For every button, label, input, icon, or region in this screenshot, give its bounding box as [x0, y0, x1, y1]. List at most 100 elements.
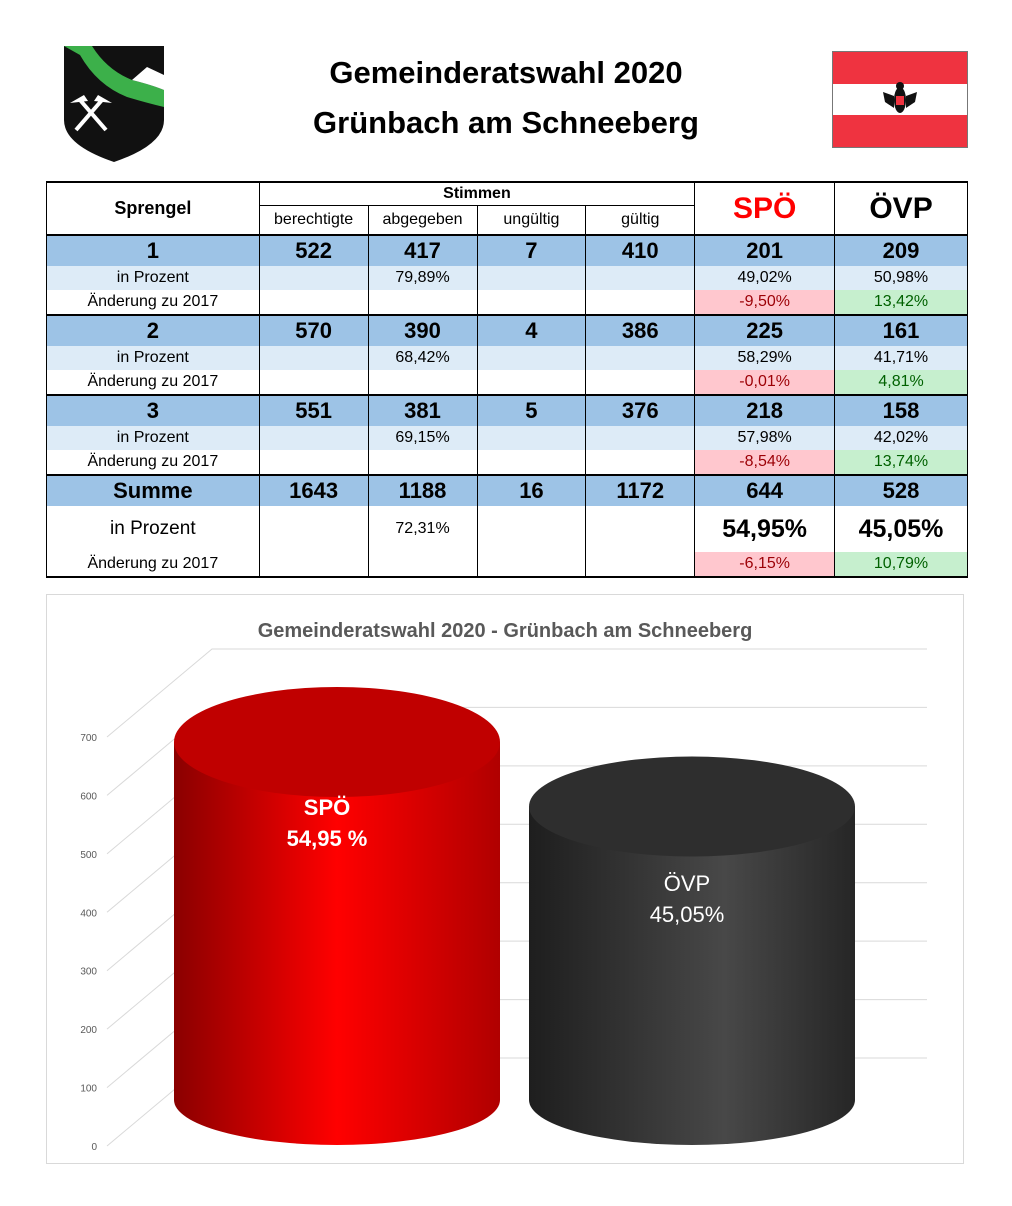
y-tick-label: 700 [80, 733, 97, 744]
table-row-main: 1 522 417 7 410 201 209 [46, 234, 968, 266]
page-title-line1: Gemeinderatswahl 2020 [329, 55, 683, 90]
results-table: Sprengel Stimmen SPÖ ÖVP berechtigte abg… [46, 181, 968, 578]
sprengel-name: 1 [46, 234, 260, 266]
table-row-percent: in Prozent 72,31% 54,95% 45,05% [46, 506, 968, 552]
sprengel-name: 2 [46, 314, 260, 346]
cell-chg-ovp: 10,79% [834, 552, 968, 577]
y-tick-label: 0 [91, 1142, 97, 1153]
cell-pct-spo: 57,98% [694, 426, 836, 450]
cell-gueltig: 410 [585, 234, 696, 266]
cell-spo: 225 [694, 314, 836, 346]
bar-top-spo [174, 687, 500, 797]
coat-of-arms-logo [64, 46, 164, 162]
y-tick-label: 300 [80, 967, 97, 978]
table-row-percent: in Prozent 69,15% 57,98% 42,02% [46, 426, 968, 450]
austrian-flag-icon [832, 51, 968, 148]
cell-pct-ovp: 45,05% [834, 506, 968, 552]
cell-pct-spo: 58,29% [694, 346, 836, 370]
bar-top-ovp [529, 756, 855, 857]
cell-ovp: 209 [834, 234, 968, 266]
cell-gueltig: 376 [585, 394, 696, 426]
cell-ovp: 158 [834, 394, 968, 426]
header-ungueltig: ungültig [476, 205, 587, 235]
sprengel-name: 3 [46, 394, 260, 426]
label-aenderung: Änderung zu 2017 [46, 450, 260, 475]
cell-chg-spo: -0,01% [694, 370, 836, 395]
cell-abgegeben: 390 [367, 314, 478, 346]
table-row-main: 3 551 381 5 376 218 158 [46, 394, 968, 426]
cell-pct-ovp: 42,02% [834, 426, 968, 450]
cell-pct-spo: 49,02% [694, 266, 836, 290]
cell-abgegeben: 1188 [367, 474, 478, 506]
y-tick-label: 200 [80, 1025, 97, 1036]
label-prozent: in Prozent [46, 506, 260, 552]
cell-berechtigte: 570 [258, 314, 369, 346]
cell-gueltig: 386 [585, 314, 696, 346]
page-title-line2: Grünbach am Schneeberg [313, 105, 699, 140]
cell-spo: 644 [694, 474, 836, 506]
cell-abgegeben: 417 [367, 234, 478, 266]
table-row-change: Änderung zu 2017 -9,50% 13,42% [46, 290, 968, 315]
table-row-main: Summe 1643 1188 16 1172 644 528 [46, 474, 968, 506]
y-tick-label: 100 [80, 1084, 97, 1095]
chart-title: Gemeinderatswahl 2020 - Grünbach am Schn… [258, 620, 753, 642]
label-aenderung: Änderung zu 2017 [46, 290, 260, 315]
cell-berechtigte: 1643 [258, 474, 369, 506]
table-row-percent: in Prozent 79,89% 49,02% 50,98% [46, 266, 968, 290]
y-tick-label: 500 [80, 850, 97, 861]
label-aenderung: Änderung zu 2017 [46, 370, 260, 395]
header-stimmen: Stimmen [258, 182, 696, 206]
cell-chg-ovp: 13,74% [834, 450, 968, 475]
cell-ungueltig: 7 [476, 234, 587, 266]
cell-pct-ovp: 50,98% [834, 266, 968, 290]
cell-spo: 218 [694, 394, 836, 426]
cell-chg-spo: -6,15% [694, 552, 836, 577]
cell-berechtigte: 551 [258, 394, 369, 426]
data-label: 45,05% [650, 902, 725, 927]
cell-ungueltig: 5 [476, 394, 587, 426]
cell-ungueltig: 4 [476, 314, 587, 346]
cell-pct-ovp: 41,71% [834, 346, 968, 370]
cell-pct-spo: 54,95% [694, 506, 836, 552]
cell-chg-spo: -9,50% [694, 290, 836, 315]
label-prozent: in Prozent [46, 346, 260, 370]
label-aenderung: Änderung zu 2017 [46, 552, 260, 577]
gridline [106, 648, 927, 738]
header-gueltig: gültig [585, 205, 696, 235]
y-tick-label: 400 [80, 908, 97, 919]
data-label: ÖVP [664, 871, 710, 896]
bar-ovp [529, 806, 855, 1145]
header-ovp: ÖVP [834, 182, 968, 235]
header-sprengel: Sprengel [46, 182, 260, 235]
cell-pct-abgegeben: 69,15% [367, 426, 478, 450]
cell-pct-abgegeben: 79,89% [367, 266, 478, 290]
results-chart: Gemeinderatswahl 2020 - Grünbach am Schn… [46, 594, 964, 1164]
table-row-change: Änderung zu 2017 -0,01% 4,81% [46, 370, 968, 395]
cell-pct-abgegeben: 68,42% [367, 346, 478, 370]
label-prozent: in Prozent [46, 266, 260, 290]
header-abgegeben: abgegeben [367, 205, 478, 235]
cell-ungueltig: 16 [476, 474, 587, 506]
table-row-main: 2 570 390 4 386 225 161 [46, 314, 968, 346]
cell-berechtigte: 522 [258, 234, 369, 266]
cell-ovp: 528 [834, 474, 968, 506]
cell-gueltig: 1172 [585, 474, 696, 506]
cell-chg-spo: -8,54% [694, 450, 836, 475]
table-row-change: Änderung zu 2017 -8,54% 13,74% [46, 450, 968, 475]
data-label: 54,95 % [287, 826, 368, 851]
cell-pct-abgegeben: 72,31% [367, 506, 478, 552]
header-berechtigte: berechtigte [258, 205, 369, 235]
label-prozent: in Prozent [46, 426, 260, 450]
sprengel-name: Summe [46, 474, 260, 506]
table-row-change: Änderung zu 2017 -6,15% 10,79% [46, 552, 968, 577]
data-label: SPÖ [304, 795, 350, 820]
bar-spo [174, 742, 500, 1145]
cell-spo: 201 [694, 234, 836, 266]
table-row-percent: in Prozent 68,42% 58,29% 41,71% [46, 346, 968, 370]
cell-chg-ovp: 4,81% [834, 370, 968, 395]
cell-abgegeben: 381 [367, 394, 478, 426]
cell-ovp: 161 [834, 314, 968, 346]
y-tick-label: 600 [80, 791, 97, 802]
header-spo: SPÖ [694, 182, 836, 235]
